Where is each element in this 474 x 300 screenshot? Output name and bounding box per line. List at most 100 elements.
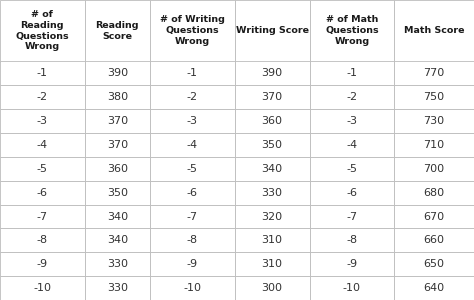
Text: -8: -8: [187, 236, 198, 245]
Text: 360: 360: [262, 116, 283, 126]
Text: -1: -1: [346, 68, 357, 78]
Bar: [0, 205, 85, 229]
Bar: [150, 133, 235, 157]
Bar: [85, 181, 150, 205]
Text: 370: 370: [107, 116, 128, 126]
Text: 730: 730: [424, 116, 445, 126]
Bar: [85, 61, 150, 85]
Bar: [394, 276, 474, 300]
Text: -3: -3: [37, 116, 48, 126]
Bar: [310, 181, 394, 205]
Bar: [150, 0, 235, 61]
Bar: [150, 252, 235, 276]
Bar: [235, 0, 310, 61]
Text: 350: 350: [262, 140, 283, 150]
Bar: [85, 133, 150, 157]
Text: -6: -6: [37, 188, 48, 198]
Bar: [150, 229, 235, 252]
Bar: [394, 109, 474, 133]
Text: 340: 340: [107, 212, 128, 221]
Text: 310: 310: [262, 259, 283, 269]
Text: 300: 300: [262, 283, 283, 293]
Text: -9: -9: [37, 259, 48, 269]
Bar: [394, 252, 474, 276]
Text: -3: -3: [346, 116, 357, 126]
Text: Writing Score: Writing Score: [236, 26, 309, 35]
Bar: [150, 61, 235, 85]
Text: 650: 650: [424, 259, 445, 269]
Bar: [85, 229, 150, 252]
Bar: [310, 133, 394, 157]
Bar: [394, 157, 474, 181]
Text: Reading
Score: Reading Score: [96, 21, 139, 40]
Text: -5: -5: [37, 164, 48, 174]
Bar: [0, 252, 85, 276]
Text: -2: -2: [37, 92, 48, 102]
Text: 380: 380: [107, 92, 128, 102]
Bar: [0, 133, 85, 157]
Bar: [0, 157, 85, 181]
Bar: [394, 133, 474, 157]
Text: -2: -2: [346, 92, 357, 102]
Bar: [235, 229, 310, 252]
Bar: [310, 157, 394, 181]
Text: 670: 670: [424, 212, 445, 221]
Bar: [0, 181, 85, 205]
Bar: [235, 109, 310, 133]
Bar: [150, 181, 235, 205]
Text: -1: -1: [187, 68, 198, 78]
Text: -8: -8: [37, 236, 48, 245]
Text: 750: 750: [424, 92, 445, 102]
Text: 660: 660: [424, 236, 445, 245]
Bar: [310, 0, 394, 61]
Text: 390: 390: [107, 68, 128, 78]
Text: -7: -7: [187, 212, 198, 221]
Bar: [310, 276, 394, 300]
Bar: [394, 181, 474, 205]
Bar: [310, 109, 394, 133]
Text: -10: -10: [183, 283, 201, 293]
Bar: [235, 61, 310, 85]
Bar: [0, 229, 85, 252]
Text: -8: -8: [346, 236, 357, 245]
Text: 360: 360: [107, 164, 128, 174]
Text: -7: -7: [346, 212, 357, 221]
Bar: [0, 276, 85, 300]
Text: -6: -6: [346, 188, 357, 198]
Bar: [0, 85, 85, 109]
Text: -9: -9: [346, 259, 357, 269]
Text: 640: 640: [424, 283, 445, 293]
Text: 340: 340: [107, 236, 128, 245]
Bar: [394, 85, 474, 109]
Bar: [310, 85, 394, 109]
Text: -10: -10: [343, 283, 361, 293]
Bar: [394, 229, 474, 252]
Text: # of Writing
Questions
Wrong: # of Writing Questions Wrong: [160, 16, 225, 46]
Text: -2: -2: [187, 92, 198, 102]
Text: 700: 700: [424, 164, 445, 174]
Bar: [310, 252, 394, 276]
Text: -3: -3: [187, 116, 198, 126]
Text: 320: 320: [262, 212, 283, 221]
Bar: [0, 0, 85, 61]
Bar: [85, 157, 150, 181]
Text: 350: 350: [107, 188, 128, 198]
Text: -7: -7: [37, 212, 48, 221]
Text: -5: -5: [346, 164, 357, 174]
Bar: [235, 252, 310, 276]
Text: -1: -1: [37, 68, 48, 78]
Bar: [85, 85, 150, 109]
Bar: [0, 109, 85, 133]
Text: # of Math
Questions
Wrong: # of Math Questions Wrong: [325, 16, 379, 46]
Text: 330: 330: [262, 188, 283, 198]
Bar: [235, 181, 310, 205]
Text: 340: 340: [262, 164, 283, 174]
Text: -5: -5: [187, 164, 198, 174]
Text: -4: -4: [187, 140, 198, 150]
Bar: [150, 109, 235, 133]
Text: 680: 680: [424, 188, 445, 198]
Bar: [150, 85, 235, 109]
Bar: [235, 85, 310, 109]
Bar: [85, 205, 150, 229]
Bar: [150, 205, 235, 229]
